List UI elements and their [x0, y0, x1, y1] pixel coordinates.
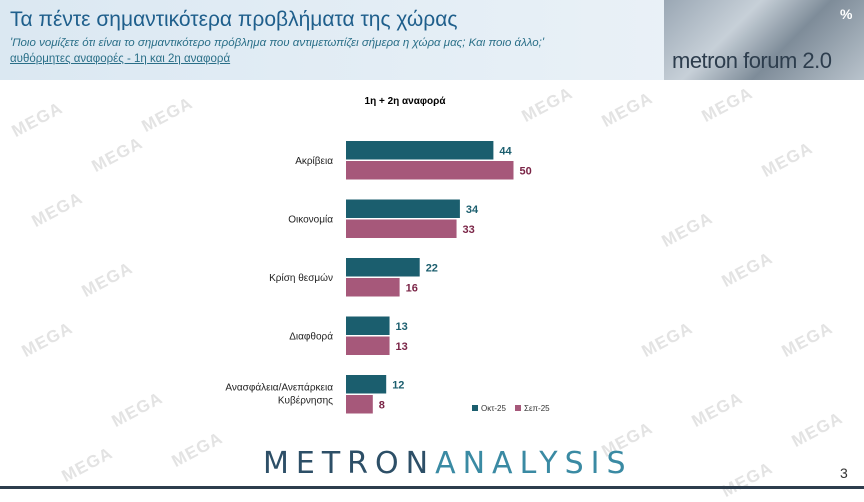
logo-analysis: ANALYSIS — [435, 446, 633, 481]
page-title: Τα πέντε σημαντικότερα προβλήματα της χώ… — [10, 8, 458, 31]
chart-title: 1η + 2η αναφορά — [365, 96, 447, 107]
category-label: Κυβέρνησης — [278, 394, 333, 406]
bar — [346, 395, 373, 414]
data-label: 44 — [499, 145, 512, 157]
question-note: αυθόρμητες αναφορές - 1η και 2η αναφορά — [10, 53, 231, 65]
data-label: 22 — [426, 262, 438, 274]
category-label: Κρίση θεσμών — [269, 272, 333, 284]
metron-analysis-logo: METRONANALYSIS — [263, 446, 633, 481]
brand-name: metron forum 2.0 — [672, 48, 832, 73]
bar-chart: 1η + 2η αναφορά Ακρίβεια 44 50 Οικονομία 34 33… — [225, 96, 550, 414]
data-label: 34 — [466, 204, 479, 216]
data-label: 8 — [379, 399, 385, 411]
bar — [346, 141, 494, 160]
brand-image — [664, 0, 864, 80]
legend-label: Οκτ-25 — [481, 404, 506, 413]
data-label: 16 — [406, 282, 418, 294]
bar — [346, 278, 400, 297]
watermark-mega: MEGA — [718, 458, 777, 501]
question-text: 'Ποιο νομίζετε ότι είναι το σημαντικότερ… — [10, 37, 545, 49]
bar — [346, 199, 460, 218]
data-label: 33 — [463, 224, 475, 236]
legend-swatch — [515, 405, 521, 411]
data-label: 13 — [396, 341, 408, 353]
category-label: Ακρίβεια — [295, 155, 333, 167]
watermark-mega: MEGA — [58, 443, 117, 486]
category-label: Ανασφάλεια/Ανεπάρκεια — [225, 381, 333, 393]
category-label: Οικονομία — [288, 213, 333, 225]
data-label: 13 — [396, 321, 408, 333]
page-number: 3 — [840, 465, 848, 481]
data-label: 50 — [520, 165, 532, 177]
bar — [346, 219, 457, 238]
bar — [346, 336, 390, 355]
bar — [346, 258, 420, 277]
legend-label: Σεπ-25 — [524, 404, 550, 413]
legend-swatch — [472, 405, 478, 411]
bottom-border — [0, 486, 864, 489]
category-label: Διαφθορά — [289, 330, 333, 342]
logo-metron: METRON — [263, 446, 436, 481]
bar — [346, 375, 387, 394]
bar — [346, 161, 514, 180]
bar — [346, 316, 390, 335]
percent-icon: % — [840, 6, 853, 22]
data-label: 12 — [392, 379, 404, 391]
